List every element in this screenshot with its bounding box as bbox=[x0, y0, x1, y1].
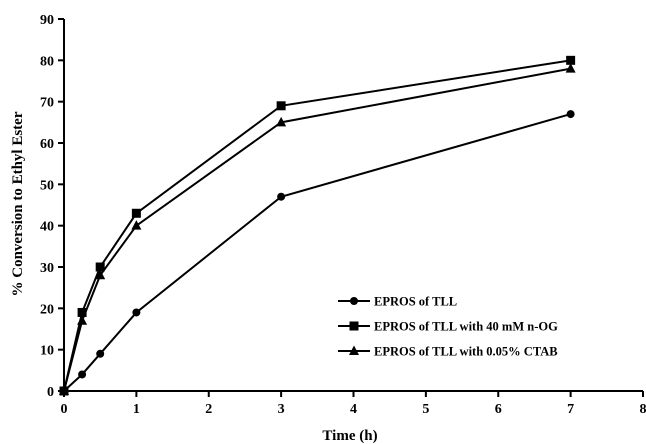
data-point-circle bbox=[277, 192, 286, 201]
y-tick-label: 90 bbox=[40, 13, 54, 28]
legend-marker-triangle bbox=[349, 345, 359, 355]
data-point-square bbox=[77, 307, 87, 317]
series-layer bbox=[59, 55, 576, 396]
data-point-circle bbox=[132, 308, 141, 317]
data-point-square bbox=[276, 101, 286, 111]
x-tick-label: 4 bbox=[350, 402, 357, 417]
legend-item: EPROS of TLL bbox=[338, 295, 457, 309]
y-tick-label: 60 bbox=[40, 137, 54, 152]
x-tick-label: 0 bbox=[61, 402, 68, 417]
y-tick-label: 0 bbox=[47, 385, 54, 400]
x-axis-title: Time (h) bbox=[322, 428, 377, 444]
data-point-triangle bbox=[95, 269, 106, 280]
series-triangle bbox=[59, 63, 576, 395]
legend-box bbox=[336, 284, 620, 364]
legend-label: EPROS of TLL with 0.05% CTAB bbox=[374, 345, 558, 359]
legend-item: EPROS of TLL with 0.05% CTAB bbox=[338, 345, 558, 359]
series-line bbox=[63, 113, 571, 392]
x-tick-label: 2 bbox=[205, 402, 212, 417]
data-point-square bbox=[131, 208, 141, 218]
x-tick-label: 8 bbox=[640, 402, 646, 417]
axes: 0 10 20 30 40 50 60 70 80 90 0 1 2 3 4 5 6 7 8 bbox=[40, 13, 646, 417]
data-point-circle bbox=[78, 370, 87, 379]
data-point-square bbox=[566, 55, 576, 65]
legend-marker-circle bbox=[350, 297, 358, 305]
x-tick-label: 6 bbox=[495, 402, 502, 417]
series-line bbox=[63, 59, 571, 392]
y-tick-label: 20 bbox=[40, 302, 54, 317]
y-tick-label: 30 bbox=[40, 261, 54, 276]
data-point-triangle bbox=[131, 220, 142, 230]
y-axis-title: % Conversion to Ethyl Ester bbox=[10, 111, 26, 296]
series-line bbox=[63, 67, 571, 392]
data-point-triangle bbox=[565, 63, 576, 73]
x-tick-label: 5 bbox=[422, 402, 429, 417]
data-point-square bbox=[95, 262, 105, 272]
data-point-circle bbox=[566, 110, 575, 119]
legend-label: EPROS of TLL with 40 mM n-OG bbox=[374, 320, 558, 334]
legend-item: EPROS of TLL with 40 mM n-OG bbox=[338, 320, 558, 334]
legend-marker-square bbox=[349, 321, 359, 331]
data-point-triangle bbox=[59, 385, 69, 395]
y-tick-label: 10 bbox=[40, 344, 54, 359]
x-tick-label: 7 bbox=[567, 402, 574, 417]
data-point-triangle bbox=[276, 116, 287, 127]
legend: EPROS of TLL EPROS of TLL with 40 mM n-OG… bbox=[336, 284, 620, 364]
x-tick-label: 3 bbox=[278, 402, 285, 417]
data-point-triangle bbox=[77, 315, 88, 325]
y-tick-label: 70 bbox=[40, 96, 54, 111]
y-tick-label: 80 bbox=[40, 54, 54, 69]
legend-label: EPROS of TLL bbox=[374, 295, 457, 309]
y-tick-label: 40 bbox=[40, 220, 54, 235]
y-tick-label: 50 bbox=[40, 178, 54, 193]
data-point-circle bbox=[96, 349, 105, 358]
x-tick-label: 1 bbox=[133, 402, 140, 417]
